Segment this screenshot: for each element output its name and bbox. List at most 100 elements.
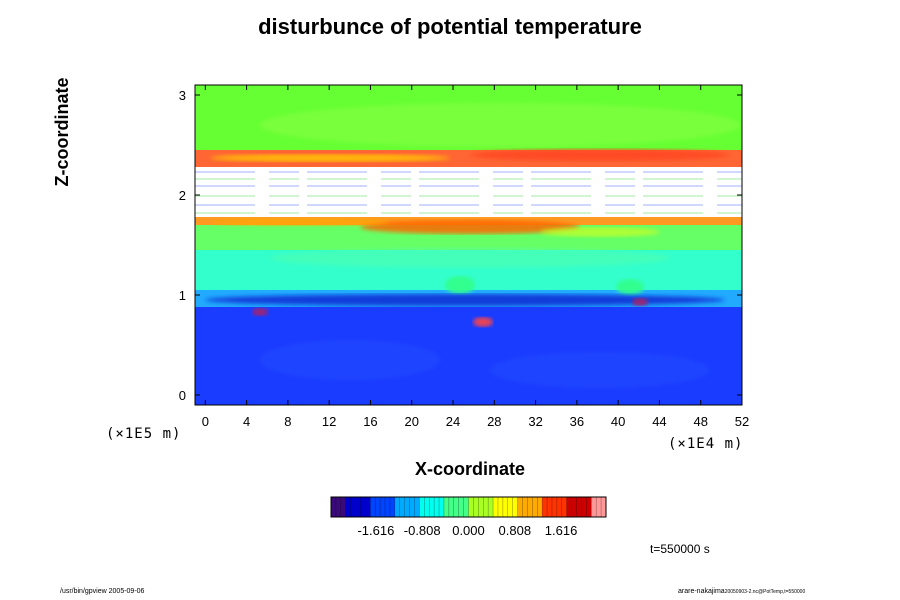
x-tick-label: 16 <box>363 414 377 429</box>
heatmap-band-5 <box>195 167 742 217</box>
heatmap-feature-14 <box>490 352 710 388</box>
colorbar-swatch <box>404 497 410 517</box>
colorbar-swatch <box>439 497 445 517</box>
x-tick-label: 32 <box>528 414 542 429</box>
colorbar-swatch <box>463 497 469 517</box>
colorbar-swatch <box>522 497 528 517</box>
heatmap-features <box>195 103 742 388</box>
chart-title: disturbunce of potential temperature <box>258 14 642 39</box>
colorbar-swatch <box>537 497 543 517</box>
colorbar-swatch <box>419 497 425 517</box>
colorbar-swatch <box>414 497 420 517</box>
x-tick-label: 44 <box>652 414 666 429</box>
colorbar-swatch <box>576 497 582 517</box>
colorbar-swatch <box>596 497 602 517</box>
y-axis-label: Z-coordinate <box>52 77 72 187</box>
colorbar-swatch <box>399 497 405 517</box>
x-axis: 0 4 8 12 16 20 24 28 32 36 40 44 48 52 <box>202 85 749 429</box>
x-tick-label: 4 <box>243 414 250 429</box>
heatmap-feature-6 <box>270 248 670 268</box>
x-tick-label: 12 <box>322 414 336 429</box>
y-scale-note: (×1E5 m) <box>106 426 182 442</box>
y-tick-label: 2 <box>179 188 186 203</box>
plot-frame <box>194 84 743 406</box>
colorbar-swatch <box>429 497 435 517</box>
y-tick-label: 3 <box>179 88 186 103</box>
heatmap-feature-2 <box>210 154 450 162</box>
x-tick-label: 20 <box>405 414 419 429</box>
colorbar-swatch <box>370 497 376 517</box>
colorbar-swatch <box>473 497 479 517</box>
colorbar-swatch <box>409 497 415 517</box>
colorbar-swatch <box>355 497 361 517</box>
heatmap-feature-8 <box>616 279 644 295</box>
colorbar-swatch <box>458 497 464 517</box>
colorbar-swatch <box>453 497 459 517</box>
colorbar-swatch <box>532 497 538 517</box>
colorbar-swatch <box>507 497 513 517</box>
x-tick-label: 52 <box>735 414 749 429</box>
colorbar-swatch <box>468 497 474 517</box>
colorbar-swatch <box>556 497 563 517</box>
colorbar-swatch <box>502 497 509 517</box>
colorbar-swatch <box>350 497 356 517</box>
colorbar-swatch <box>380 497 386 517</box>
x-tick-label: 40 <box>611 414 625 429</box>
heatmap-feature-3 <box>360 220 580 234</box>
footer-author: arare-nakajima <box>678 588 725 595</box>
colorbar: -1.616 -0.808 0.000 0.808 1.616 <box>330 496 607 538</box>
colorbar-swatch <box>394 497 401 517</box>
heatmap-feature-5 <box>540 227 660 237</box>
colorbar-frame <box>330 496 607 518</box>
colorbar-swatch <box>424 497 430 517</box>
colorbar-swatch <box>488 497 494 517</box>
colorbar-swatch <box>335 497 342 517</box>
x-tick-label: 0 <box>202 414 209 429</box>
x-axis-label: X-coordinate <box>414 459 525 479</box>
colorbar-swatch <box>434 497 440 517</box>
footer-command: /usr/bin/gpview 2005-09-06 <box>60 588 145 595</box>
heatmap-feature-12 <box>473 317 493 327</box>
heatmap-feature-9 <box>205 294 725 306</box>
y-axis: 0 1 2 3 <box>179 88 742 403</box>
time-label: t=550000 s <box>650 542 710 556</box>
colorbar-swatch <box>365 497 371 517</box>
colorbar-swatch <box>331 497 337 517</box>
x-tick-label: 28 <box>487 414 501 429</box>
colorbar-swatch <box>512 497 518 517</box>
y-tick-label: 0 <box>179 388 186 403</box>
x-tick-label: 24 <box>446 414 460 429</box>
colorbar-swatch <box>340 497 347 517</box>
colorbar-swatch <box>389 497 396 517</box>
heatmap-feature-13 <box>260 340 440 380</box>
colorbar-tick-label: 0.000 <box>452 523 485 538</box>
colorbar-swatch <box>517 497 523 517</box>
x-tick-label: 48 <box>693 414 707 429</box>
colorbar-swatch <box>448 497 455 517</box>
x-tick-label: 36 <box>570 414 584 429</box>
colorbar-swatch <box>345 497 351 517</box>
colorbar-swatch <box>385 497 391 517</box>
colorbar-swatch <box>375 497 381 517</box>
colorbar-swatch <box>443 497 450 517</box>
colorbar-swatch <box>591 497 597 517</box>
colorbar-swatch <box>571 497 577 517</box>
colorbar-swatch <box>547 497 553 517</box>
colorbar-tick-label: 0.808 <box>499 523 532 538</box>
heatmap-feature-11 <box>632 298 648 306</box>
heatmap-feature-10 <box>252 308 268 316</box>
colorbar-tick-label: 1.616 <box>545 523 578 538</box>
colorbar-swatch <box>527 497 533 517</box>
colorbar-swatch <box>497 497 504 517</box>
colorbar-swatch <box>566 497 572 517</box>
colorbar-swatch <box>542 497 548 517</box>
colorbar-swatch <box>586 497 592 517</box>
x-tick-label: 8 <box>284 414 291 429</box>
heatmap-feature-4 <box>210 218 390 226</box>
colorbar-swatch <box>360 497 366 517</box>
colorbar-swatch <box>493 497 499 517</box>
colorbar-swatch <box>561 497 568 517</box>
footer-file: 20050903-2.nc@PotTemp,t=550000 <box>724 589 806 595</box>
x-scale-note: (×1E4 m) <box>668 436 744 452</box>
colorbar-swatch <box>478 497 484 517</box>
